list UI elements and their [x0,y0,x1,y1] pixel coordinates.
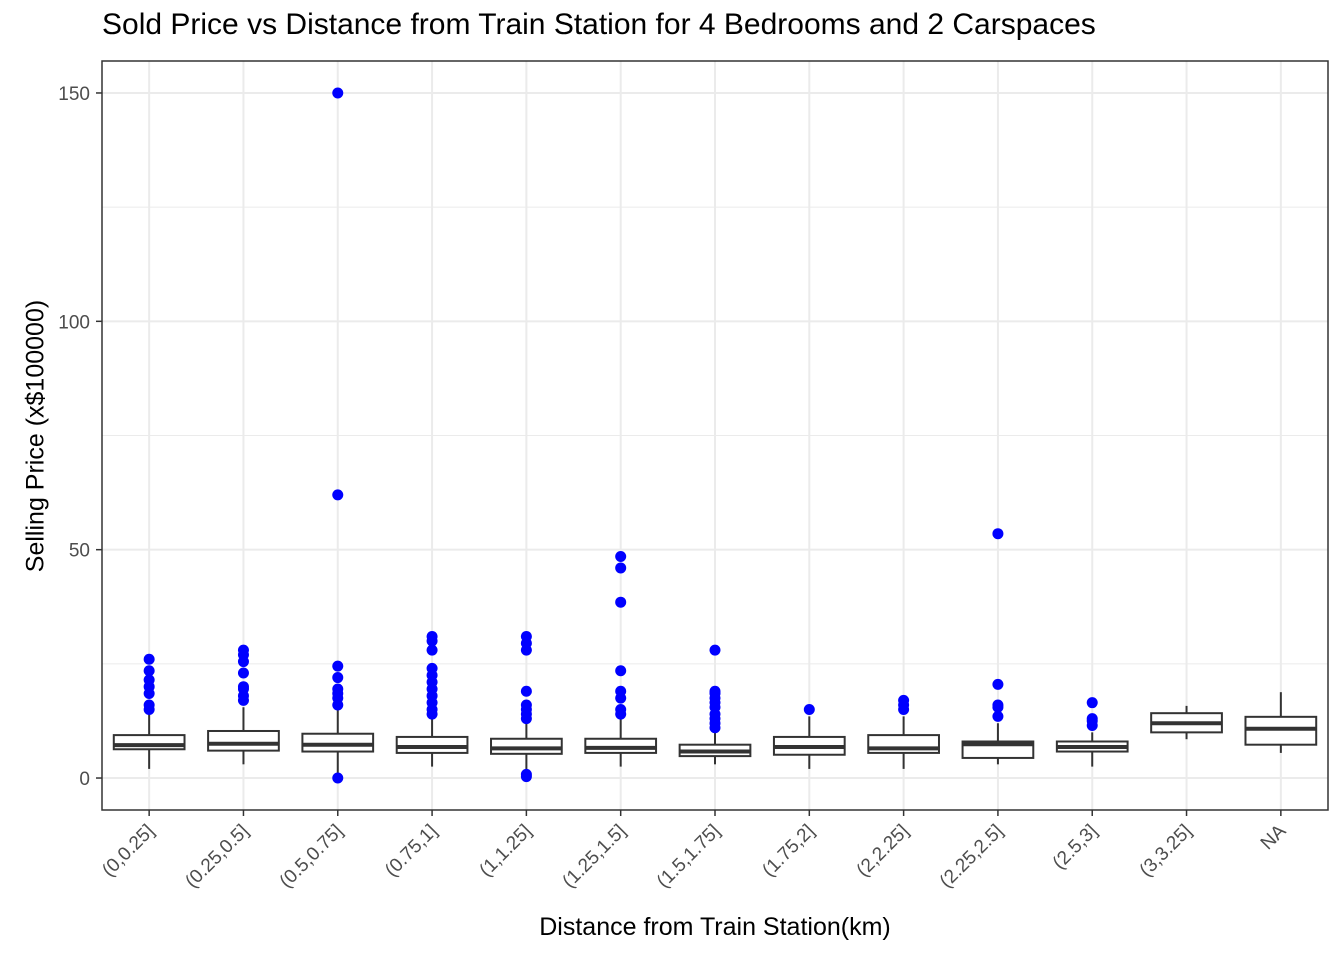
box-3 [395,630,469,767]
outlier-point [332,87,344,99]
outlier-point [615,551,627,563]
x-tick-label: (0,0.25] [98,821,158,881]
x-tick-label: (0.75,1] [381,821,441,881]
x-tick-label: (3,3.25] [1136,821,1196,881]
box-iqr [1244,715,1318,746]
outlier-point [332,489,344,501]
outlier-point [520,699,532,711]
box-4 [490,630,563,783]
x-tick-label: (1.5,1.75] [653,821,725,893]
box-9 [961,528,1035,765]
box-10 [1055,697,1129,767]
y-tick-label: 100 [58,312,90,333]
box-iqr [395,735,469,754]
outlier-point [332,672,344,684]
x-tick-label: (2,2.25] [853,821,913,881]
outlier-point [332,683,344,695]
y-tick-label: 150 [58,84,90,105]
outlier-point [615,704,627,716]
x-tick-label: NA [1257,820,1291,854]
outlier-point [143,699,155,711]
outlier-point [332,660,344,672]
outlier-point [615,685,627,697]
outlier-point [709,685,721,697]
box-11 [1150,705,1223,740]
chart-title: Sold Price vs Distance from Train Statio… [102,8,1096,41]
box-1 [207,644,280,765]
box-2 [301,87,375,784]
outlier-point [143,665,155,677]
box-iqr [301,732,375,753]
outlier-point [426,630,438,642]
x-tick-label: (1.25,1.5] [559,821,631,893]
outlier-point [992,678,1004,690]
outlier-point [237,644,249,656]
outlier-point [615,562,627,574]
box-iqr [207,729,280,752]
outlier-point [992,710,1004,722]
outlier-point [992,699,1004,711]
box-iqr [584,737,658,754]
x-tick-label: (1.75,2] [758,821,818,881]
box-12 [1244,692,1318,753]
box-5 [584,551,658,767]
y-axis-label: Selling Price (x$100000) [21,299,50,573]
outlier-point [426,662,438,674]
box-6 [678,644,752,765]
outlier-point [1086,697,1098,709]
box-0 [112,653,186,769]
outlier-point [143,653,155,665]
outlier-point [709,644,721,656]
x-tick-label: (0.5,0.75] [276,821,348,893]
outlier-point [426,644,438,656]
box-iqr [490,737,563,755]
outlier-point [520,685,532,697]
box-8 [867,694,940,769]
x-tick-label: (2.25,2.5] [936,821,1008,893]
y-tick-label: 50 [69,541,90,562]
x-tick-label: (2.5,3] [1049,821,1102,874]
outlier-point [615,665,627,677]
outlier-point [520,630,532,642]
outlier-point [332,772,344,784]
x-tick-label: (1,1.25] [476,821,536,881]
box-7 [772,704,846,769]
outlier-point [898,694,910,706]
x-tick-label: (0.25,0.5] [181,821,253,893]
x-axis-label: Distance from Train Station(km) [539,913,891,941]
outlier-point [1086,713,1098,725]
y-tick-label: 0 [79,769,90,790]
outlier-point [615,596,627,608]
outlier-point [237,681,249,693]
outlier-point [237,667,249,679]
outlier-point [992,528,1004,540]
outlier-point [143,674,155,686]
outlier-point [520,768,532,780]
outlier-point [803,704,815,716]
